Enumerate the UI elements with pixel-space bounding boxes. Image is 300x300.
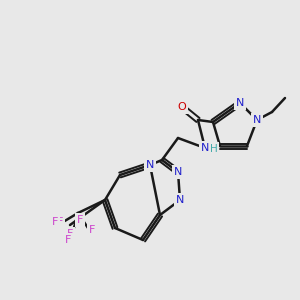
Text: F: F xyxy=(89,225,95,235)
Text: F: F xyxy=(77,215,83,225)
Text: N: N xyxy=(236,98,244,108)
Text: F: F xyxy=(57,217,63,227)
Text: N: N xyxy=(201,143,209,153)
Text: N: N xyxy=(253,115,261,125)
Text: O: O xyxy=(178,102,186,112)
Text: N: N xyxy=(146,160,154,170)
Text: N: N xyxy=(174,167,182,177)
Text: F: F xyxy=(65,235,71,245)
Text: F: F xyxy=(52,217,58,227)
Text: H: H xyxy=(210,144,218,154)
Text: N: N xyxy=(176,195,184,205)
Text: F: F xyxy=(67,229,73,239)
